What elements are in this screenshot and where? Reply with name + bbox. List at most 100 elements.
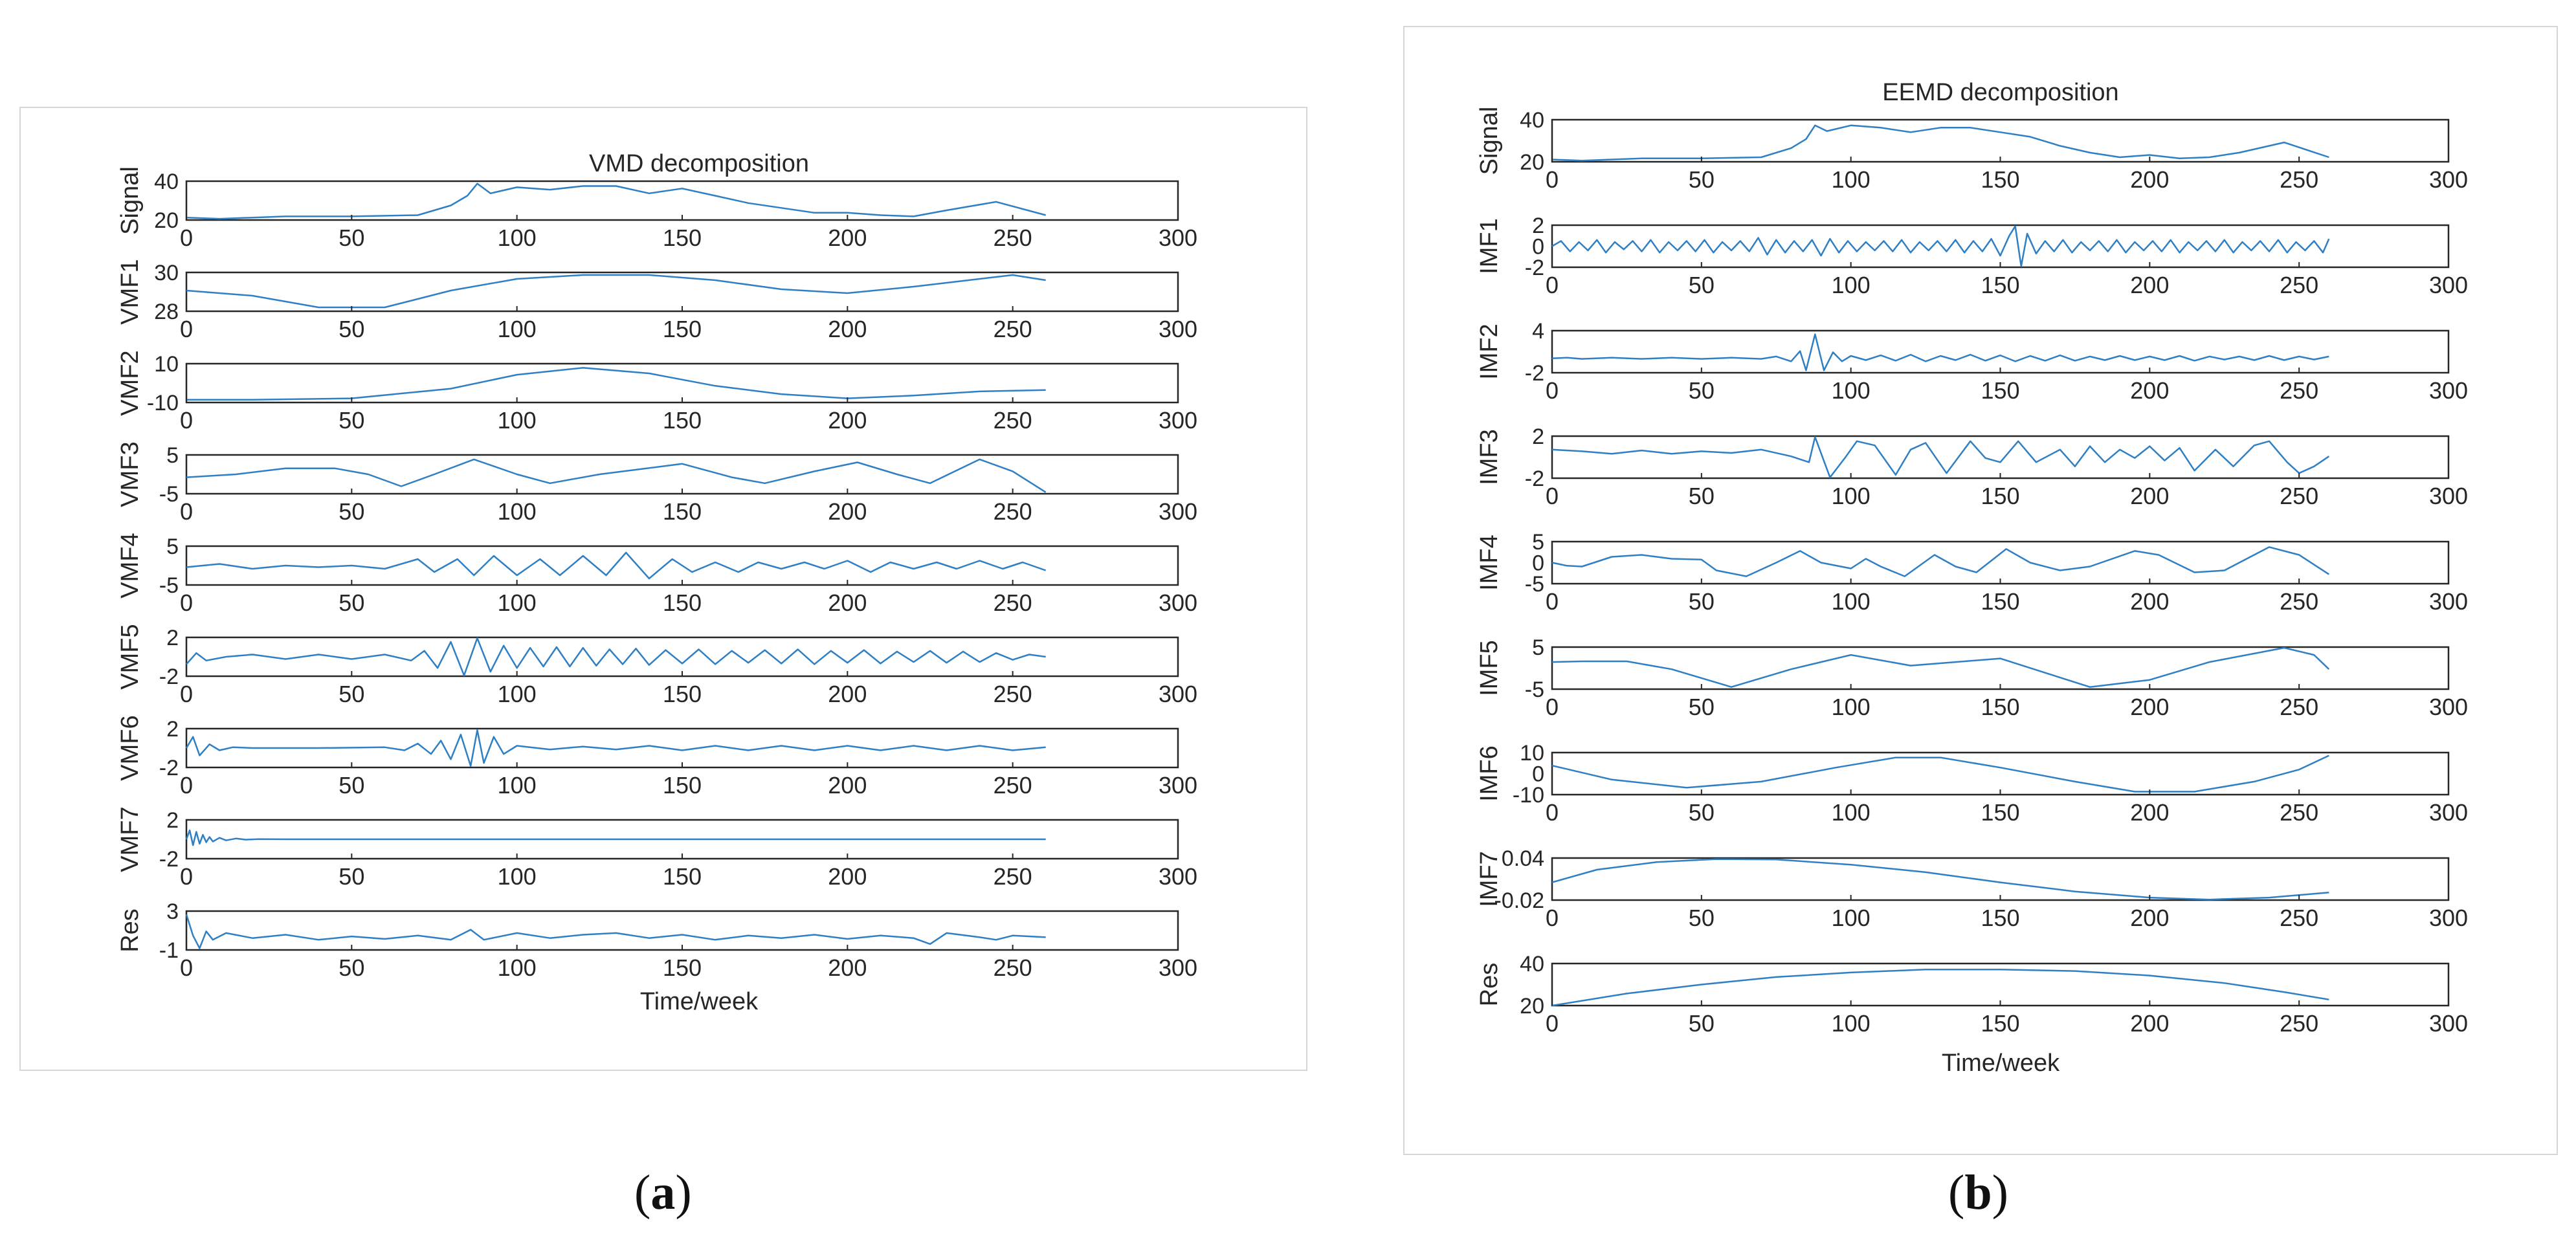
x-tick-label: 100 <box>498 589 537 616</box>
x-tick-label: 250 <box>994 863 1032 890</box>
panel-b-frame <box>1403 26 2558 1155</box>
x-tick-label: 200 <box>2130 166 2169 193</box>
subplot-imf5: 0 50 100 150 200 250 300 5 -5 IMF5 <box>1476 635 2468 720</box>
series-line <box>1551 546 2329 577</box>
y-axis-label: IMF1 <box>1476 218 1503 274</box>
x-tick-label: 0 <box>180 225 193 251</box>
y-tick-label: -2 <box>1525 256 1544 280</box>
series-line <box>1551 225 2330 267</box>
x-tick-label: 150 <box>663 772 702 799</box>
y-axis-label: VMF3 <box>117 441 144 507</box>
x-tick-label: 150 <box>1981 799 2019 826</box>
caption-letter: b <box>1964 1165 1992 1220</box>
y-tick-label: -2 <box>159 847 179 872</box>
x-tick-label: 150 <box>663 498 702 525</box>
x-tick-label: 200 <box>2130 588 2169 615</box>
x-tick-label: 0 <box>180 589 193 616</box>
subplot-signal: 0 50 100 150 200 250 300 40 20 Signal <box>1476 107 2468 193</box>
x-tick-label: 300 <box>2429 377 2468 404</box>
series-line <box>1551 333 2329 371</box>
x-tick-label: 50 <box>339 225 364 251</box>
y-axis-label: VMF6 <box>117 715 144 780</box>
x-tick-label: 250 <box>994 954 1032 981</box>
x-tick-label: 100 <box>1832 1010 1871 1037</box>
x-tick-label: 300 <box>2429 588 2468 615</box>
series-line <box>1551 436 2330 478</box>
x-tick-label: 50 <box>1689 483 1715 509</box>
y-tick-label: 5 <box>1532 530 1544 555</box>
y-axis-label: VMF7 <box>117 806 144 872</box>
x-tick-label: 100 <box>498 954 537 981</box>
y-axis-label: Res <box>117 909 144 953</box>
y-tick-label: 28 <box>154 300 179 324</box>
panel-b-caption: (b) <box>1948 1165 2008 1220</box>
x-tick-label: 250 <box>2280 272 2318 298</box>
y-tick-label: -2 <box>1525 361 1544 386</box>
x-tick-label: 100 <box>498 498 537 525</box>
x-tick-label: 0 <box>1546 483 1559 509</box>
x-tick-label: 100 <box>1832 166 1871 193</box>
subplot-vmf4: 0 50 100 150 200 250 300 5 -5 VMF4 <box>117 533 1197 616</box>
series-line <box>186 367 1046 401</box>
y-axis-label: VMF4 <box>117 533 144 598</box>
x-tick-label: 300 <box>1159 498 1197 525</box>
x-tick-label: 250 <box>2280 588 2318 615</box>
series-line <box>186 182 1047 220</box>
x-tick-label: 200 <box>2130 483 2169 509</box>
x-tick-label: 250 <box>2280 905 2318 931</box>
x-tick-label: 0 <box>180 407 193 434</box>
x-tick-label: 150 <box>663 589 702 616</box>
x-tick-label: 200 <box>828 681 867 707</box>
x-tick-label: 0 <box>1546 694 1559 720</box>
axes-box <box>1551 646 2450 690</box>
x-tick-label: 250 <box>994 589 1032 616</box>
x-axis-label: Time/week <box>1942 1050 2060 1077</box>
x-tick-label: 250 <box>2280 799 2318 826</box>
x-tick-label: 200 <box>2130 1010 2169 1037</box>
y-tick-label: 0 <box>1532 235 1544 259</box>
y-axis-label: VMF5 <box>117 624 144 689</box>
y-tick-label: 20 <box>154 208 179 233</box>
x-tick-label: 300 <box>2429 272 2468 298</box>
x-tick-label: 100 <box>498 681 537 707</box>
x-tick-label: 100 <box>1832 799 1871 826</box>
x-tick-label: 300 <box>1159 954 1197 981</box>
subplot-vmf5: 0 50 100 150 200 250 300 2 -2 VMF5 <box>117 624 1197 707</box>
x-tick-label: 50 <box>1689 166 1715 193</box>
series-line <box>186 458 1047 493</box>
x-tick-label: 50 <box>1689 799 1715 826</box>
x-tick-label: 50 <box>339 681 364 707</box>
panel-a-frame <box>19 107 1307 1071</box>
x-tick-label: 150 <box>663 863 702 890</box>
x-tick-label: 50 <box>339 863 364 890</box>
axes-box <box>1551 435 2450 479</box>
x-tick-label: 250 <box>2280 694 2318 720</box>
y-axis-label: Res <box>1476 963 1503 1007</box>
subplot-signal: 0 50 100 150 200 250 300 40 20 Signal <box>117 166 1197 251</box>
x-tick-label: 0 <box>180 954 193 981</box>
x-tick-label: 200 <box>2130 799 2169 826</box>
y-tick-label: -5 <box>159 482 179 507</box>
x-tick-label: 200 <box>2130 272 2169 298</box>
series-line <box>1551 969 2329 1007</box>
x-tick-label: 50 <box>339 498 364 525</box>
x-tick-label: 50 <box>339 954 364 981</box>
x-tick-label: 250 <box>994 225 1032 251</box>
x-tick-label: 150 <box>1981 483 2019 509</box>
chart-title: VMD decomposition <box>589 150 809 177</box>
x-tick-label: 100 <box>1832 377 1871 404</box>
y-tick-label: 0 <box>1532 762 1544 787</box>
subplot-imf3: 0 50 100 150 200 250 300 2 -2 IMF3 <box>1476 424 2468 509</box>
y-axis-label: IMF4 <box>1476 534 1503 591</box>
x-tick-label: 250 <box>994 681 1032 707</box>
axes-box <box>185 362 1179 404</box>
vmd-chart: VMD decomposition 0 50 100 150 200 250 3004020… <box>117 150 1197 1015</box>
y-tick-label: 10 <box>1520 741 1544 766</box>
x-tick-label: 0 <box>180 772 193 799</box>
y-tick-label: -1 <box>159 938 179 963</box>
x-tick-label: 300 <box>2429 1010 2468 1037</box>
x-tick-label: 300 <box>2429 694 2468 720</box>
axes-box <box>185 910 1179 951</box>
x-tick-label: 0 <box>1546 272 1559 298</box>
x-tick-label: 0 <box>1546 588 1559 615</box>
